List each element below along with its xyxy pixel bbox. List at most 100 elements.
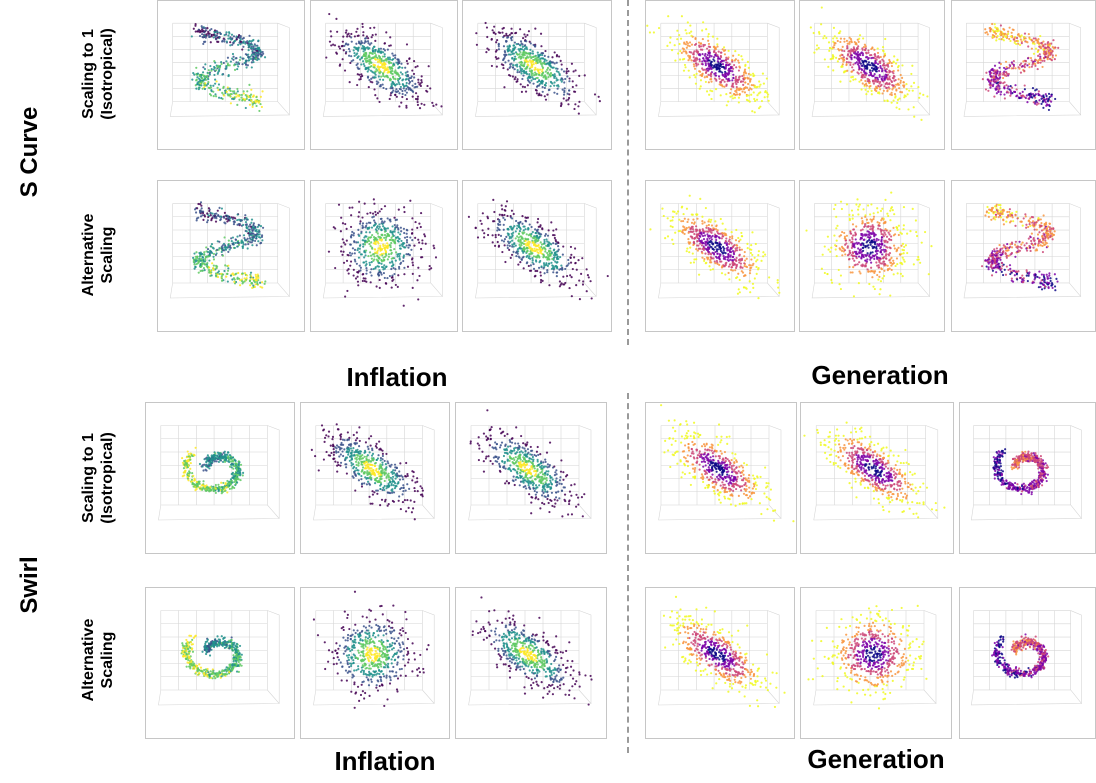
axis-box — [658, 203, 780, 299]
scatter-3d-plot — [807, 604, 937, 710]
point-cloud — [312, 590, 430, 709]
scatter-panel-r1-c2 — [310, 0, 458, 150]
axis-box — [813, 610, 937, 706]
scatter-3d-plot — [468, 409, 592, 521]
point-cloud — [180, 634, 243, 680]
scatter-3d-plot — [970, 610, 1083, 706]
scatter-panel-r1-c5 — [799, 0, 945, 150]
group-label-swirl: Swirl — [16, 556, 43, 614]
point-cloud — [649, 194, 781, 300]
scatter-panel-r4-c6 — [959, 587, 1096, 739]
scatter-3d-plot — [322, 198, 444, 307]
scatter-3d-plot — [970, 425, 1083, 521]
scatter-panel-r4-c1 — [145, 587, 295, 739]
divider-bottom — [627, 393, 629, 753]
axis-box — [313, 610, 435, 706]
section-label-generation-top: Generation — [811, 360, 949, 390]
row-label-swirl-isotropical: Scaling to 1 (Isotropical) — [79, 432, 117, 524]
scatter-3d-plot — [468, 596, 593, 706]
scatter-panel-r4-c2 — [300, 587, 450, 739]
axis-box — [970, 610, 1083, 706]
scatter-3d-plot — [169, 22, 291, 117]
point-cloud — [190, 23, 267, 112]
row-label-line2: Scaling — [99, 631, 116, 689]
scatter-panel-r4-c5 — [800, 587, 952, 739]
scatter-3d-plot — [805, 191, 933, 299]
scatter-panel-r2-c1 — [157, 180, 305, 332]
scatter-3d-plot — [310, 423, 435, 521]
scatter-panel-r3-c4 — [645, 402, 797, 554]
point-cloud — [991, 633, 1050, 679]
section-label-inflation-top: Inflation — [346, 362, 448, 392]
point-cloud — [981, 22, 1060, 111]
scatter-panel-r3-c6 — [959, 402, 1096, 554]
point-cloud — [660, 404, 795, 523]
axis-box — [963, 203, 1082, 299]
point-cloud — [662, 595, 786, 708]
section-label-generation-bottom: Generation — [807, 744, 945, 774]
scatter-3d-plot — [803, 421, 946, 521]
scatter-panel-r3-c5 — [800, 402, 954, 554]
row-label-line1: Scaling to 1 — [80, 29, 97, 119]
row-label-swirl-alternative: Alternative Scaling — [79, 619, 117, 702]
point-cloud — [192, 201, 267, 289]
point-cloud — [646, 15, 770, 114]
point-cloud — [992, 448, 1050, 496]
point-cloud — [471, 596, 593, 706]
scatter-3d-plot — [963, 22, 1082, 117]
point-cloud — [467, 198, 609, 301]
section-label-inflation-bottom: Inflation — [334, 746, 436, 776]
axis-box — [322, 22, 444, 117]
point-cloud — [803, 421, 946, 519]
row-label-line1: Alternative — [80, 618, 97, 702]
scatter-panel-r2-c3 — [462, 180, 612, 332]
scatter-panel-r3-c2 — [300, 402, 450, 554]
point-cloud — [310, 423, 424, 521]
point-cloud — [807, 604, 928, 710]
row-label-line2: Scaling — [99, 226, 116, 284]
scatter-panel-r4-c4 — [645, 587, 795, 739]
row-label-line2: (Isotropical) — [99, 432, 116, 524]
scatter-panel-r3-c3 — [455, 402, 607, 554]
axis-box — [970, 425, 1083, 521]
scatter-3d-plot — [312, 590, 435, 709]
row-label-s-curve-isotropical: Scaling to 1 (Isotropical) — [79, 28, 117, 120]
scatter-3d-plot — [809, 6, 931, 121]
scatter-3d-plot — [322, 12, 444, 117]
point-cloud — [325, 12, 443, 110]
scatter-3d-plot — [158, 425, 280, 521]
axis-box — [158, 610, 280, 706]
scatter-3d-plot — [169, 201, 291, 299]
scatter-panel-r1-c1 — [157, 0, 305, 150]
scatter-panel-r2-c6 — [951, 180, 1096, 332]
scatter-panel-r1-c4 — [645, 0, 795, 150]
point-cloud — [327, 198, 438, 307]
row-label-line1: Alternative — [80, 213, 97, 297]
scatter-panel-r3-c1 — [145, 402, 295, 554]
scatter-3d-plot — [658, 404, 795, 523]
scatter-3d-plot — [475, 21, 601, 117]
scatter-3d-plot — [158, 610, 280, 706]
point-cloud — [805, 191, 933, 298]
scatter-panel-r1-c6 — [951, 0, 1096, 150]
point-cloud — [469, 409, 586, 518]
row-label-s-curve-alternative: Alternative Scaling — [79, 214, 117, 297]
scatter-panel-r1-c3 — [462, 0, 612, 150]
axis-box — [963, 22, 1082, 117]
scatter-3d-plot — [649, 194, 781, 300]
scatter-3d-plot — [467, 198, 609, 301]
axis-box — [158, 425, 280, 521]
axis-box — [658, 425, 782, 521]
scatter-panel-r2-c2 — [310, 180, 458, 332]
scatter-panel-r2-c5 — [799, 180, 945, 332]
scatter-panel-r2-c4 — [645, 180, 795, 332]
axis-box — [811, 203, 931, 299]
point-cloud — [809, 6, 929, 121]
point-cloud — [475, 21, 601, 115]
scatter-panel-r4-c3 — [455, 587, 607, 739]
row-label-line1: Scaling to 1 — [80, 433, 97, 523]
divider-top — [627, 0, 629, 345]
point-cloud — [181, 446, 245, 495]
scatter-3d-plot — [963, 203, 1082, 299]
row-label-line2: (Isotropical) — [99, 28, 116, 120]
